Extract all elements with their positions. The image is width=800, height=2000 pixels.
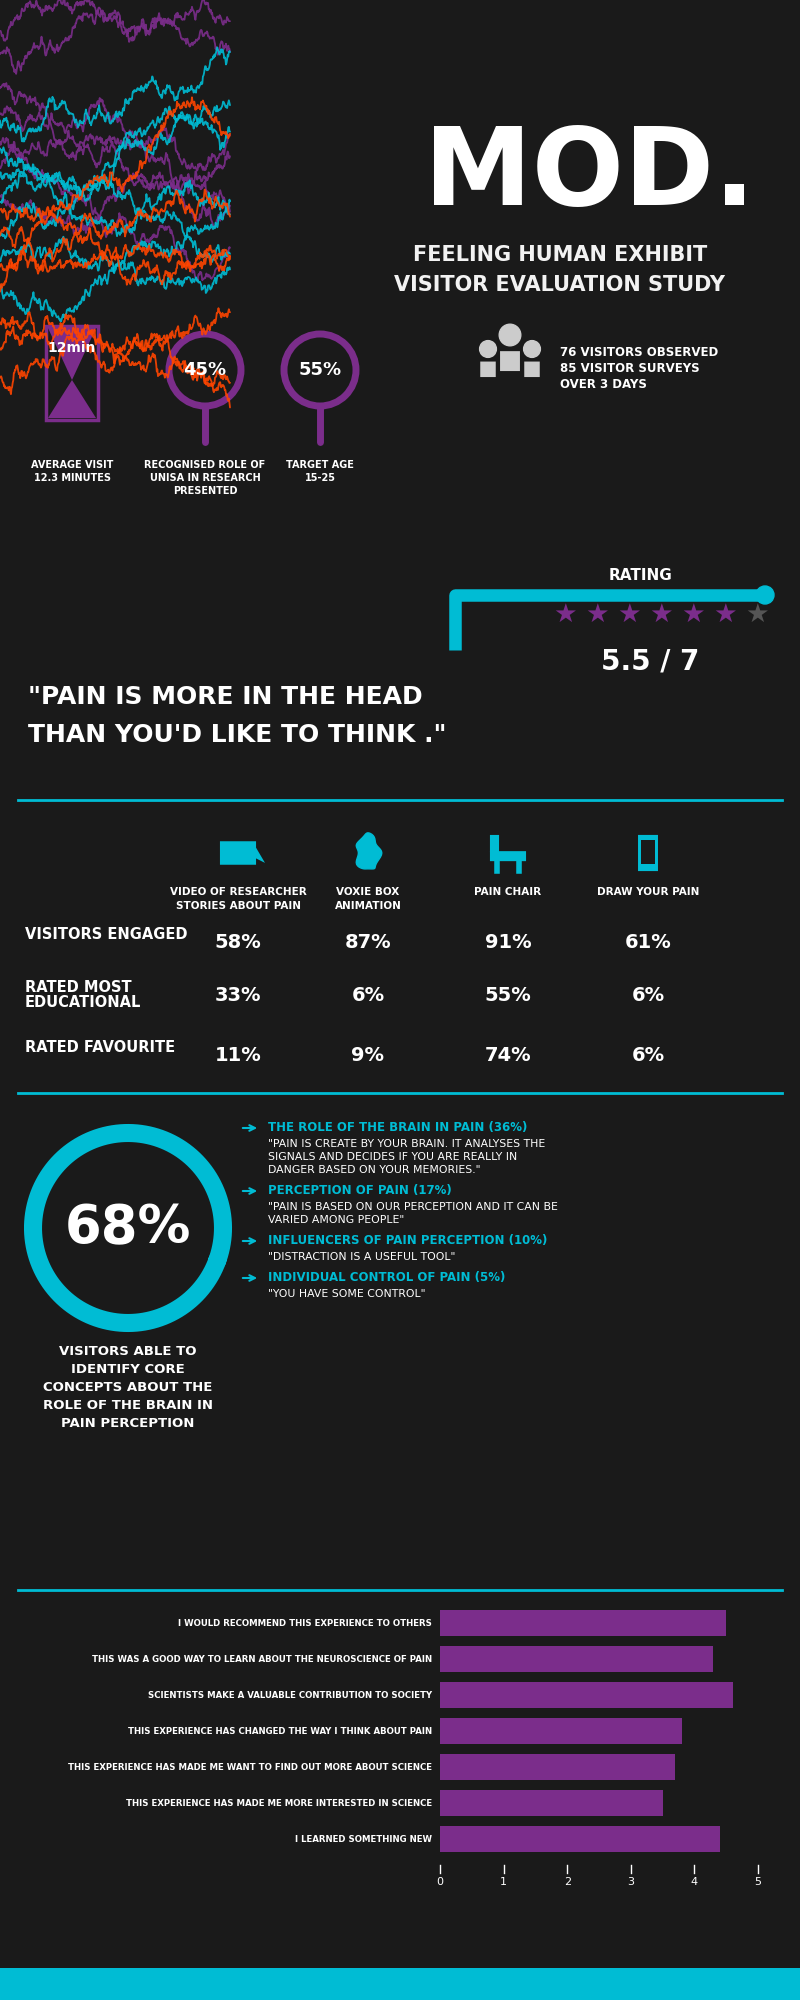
- Text: 45%: 45%: [183, 360, 226, 380]
- Text: PERCEPTION OF PAIN (17%): PERCEPTION OF PAIN (17%): [268, 1184, 452, 1196]
- Text: ★: ★: [713, 602, 737, 628]
- Text: 15-25: 15-25: [305, 472, 335, 482]
- Text: ★: ★: [585, 602, 609, 628]
- Text: "PAIN IS CREATE BY YOUR BRAIN. IT ANALYSES THE: "PAIN IS CREATE BY YOUR BRAIN. IT ANALYS…: [268, 1140, 546, 1148]
- Text: FEELING HUMAN EXHIBIT: FEELING HUMAN EXHIBIT: [413, 244, 707, 264]
- Text: THIS EXPERIENCE HAS MADE ME WANT TO FIND OUT MORE ABOUT SCIENCE: THIS EXPERIENCE HAS MADE ME WANT TO FIND…: [68, 1762, 432, 1772]
- Text: SCIENTISTS MAKE A VALUABLE CONTRIBUTION TO SOCIETY: SCIENTISTS MAKE A VALUABLE CONTRIBUTION …: [148, 1690, 432, 1700]
- Text: VISITORS ENGAGED: VISITORS ENGAGED: [25, 928, 187, 942]
- Text: RATING: RATING: [608, 568, 672, 584]
- FancyBboxPatch shape: [641, 840, 655, 864]
- Text: TARGET AGE: TARGET AGE: [286, 460, 354, 470]
- Text: VISITORS ABLE TO
IDENTIFY CORE
CONCEPTS ABOUT THE
ROLE OF THE BRAIN IN
PAIN PERC: VISITORS ABLE TO IDENTIFY CORE CONCEPTS …: [43, 1344, 213, 1430]
- Text: PRESENTED: PRESENTED: [173, 486, 238, 496]
- Circle shape: [756, 586, 774, 604]
- Text: "DISTRACTION IS A USEFUL TOOL": "DISTRACTION IS A USEFUL TOOL": [268, 1252, 455, 1262]
- Text: THIS EXPERIENCE HAS CHANGED THE WAY I THINK ABOUT PAIN: THIS EXPERIENCE HAS CHANGED THE WAY I TH…: [128, 1726, 432, 1736]
- Circle shape: [480, 340, 496, 358]
- Text: VIDEO OF RESEARCHER: VIDEO OF RESEARCHER: [170, 888, 306, 896]
- Text: 87%: 87%: [345, 932, 391, 952]
- FancyBboxPatch shape: [440, 1718, 682, 1744]
- Polygon shape: [48, 380, 96, 418]
- Text: INFLUENCERS OF PAIN PERCEPTION (10%): INFLUENCERS OF PAIN PERCEPTION (10%): [268, 1234, 547, 1248]
- FancyBboxPatch shape: [500, 352, 520, 372]
- Text: 55%: 55%: [485, 986, 531, 1004]
- FancyBboxPatch shape: [490, 834, 499, 852]
- Text: ★: ★: [617, 602, 641, 628]
- Text: EDUCATIONAL: EDUCATIONAL: [25, 994, 142, 1010]
- Text: ★: ★: [745, 602, 769, 628]
- Text: INDIVIDUAL CONTROL OF PAIN (5%): INDIVIDUAL CONTROL OF PAIN (5%): [268, 1272, 506, 1284]
- Text: THIS EXPERIENCE HAS MADE ME MORE INTERESTED IN SCIENCE: THIS EXPERIENCE HAS MADE ME MORE INTERES…: [126, 1798, 432, 1808]
- Text: VARIED AMONG PEOPLE": VARIED AMONG PEOPLE": [268, 1214, 404, 1224]
- Text: MOD.: MOD.: [425, 122, 755, 228]
- Text: 33%: 33%: [214, 986, 262, 1004]
- FancyBboxPatch shape: [440, 1754, 675, 1780]
- Text: 61%: 61%: [625, 932, 671, 952]
- FancyBboxPatch shape: [0, 1968, 800, 2000]
- FancyBboxPatch shape: [440, 1646, 714, 1672]
- Text: AVERAGE VISIT: AVERAGE VISIT: [31, 460, 113, 470]
- FancyBboxPatch shape: [220, 842, 256, 864]
- Text: PAIN CHAIR: PAIN CHAIR: [474, 888, 542, 896]
- Text: 11%: 11%: [214, 1046, 262, 1064]
- Text: THE ROLE OF THE BRAIN IN PAIN (36%): THE ROLE OF THE BRAIN IN PAIN (36%): [268, 1120, 527, 1134]
- FancyBboxPatch shape: [440, 1826, 720, 1852]
- Text: 3: 3: [627, 1876, 634, 1888]
- Polygon shape: [48, 328, 96, 380]
- Text: 9%: 9%: [351, 1046, 385, 1064]
- Polygon shape: [356, 832, 382, 868]
- Text: ANIMATION: ANIMATION: [334, 900, 402, 912]
- Text: RATED FAVOURITE: RATED FAVOURITE: [25, 1040, 175, 1056]
- Text: 55%: 55%: [298, 360, 342, 380]
- Text: 0: 0: [437, 1876, 443, 1888]
- Text: I WOULD RECOMMEND THIS EXPERIENCE TO OTHERS: I WOULD RECOMMEND THIS EXPERIENCE TO OTH…: [178, 1618, 432, 1628]
- Text: DRAW YOUR PAIN: DRAW YOUR PAIN: [597, 888, 699, 896]
- Text: 5.5 / 7: 5.5 / 7: [601, 648, 699, 676]
- Text: 58%: 58%: [214, 932, 262, 952]
- Text: 5: 5: [754, 1876, 762, 1888]
- Text: OVER 3 DAYS: OVER 3 DAYS: [560, 378, 647, 390]
- Text: STORIES ABOUT PAIN: STORIES ABOUT PAIN: [175, 900, 301, 912]
- Text: 12.3 MINUTES: 12.3 MINUTES: [34, 472, 110, 482]
- Text: VOXIE BOX: VOXIE BOX: [336, 888, 400, 896]
- Text: THIS WAS A GOOD WAY TO LEARN ABOUT THE NEUROSCIENCE OF PAIN: THIS WAS A GOOD WAY TO LEARN ABOUT THE N…: [92, 1654, 432, 1664]
- Text: RECOGNISED ROLE OF: RECOGNISED ROLE OF: [144, 460, 266, 470]
- Text: "PAIN IS MORE IN THE HEAD: "PAIN IS MORE IN THE HEAD: [28, 684, 422, 710]
- Text: 6%: 6%: [631, 1046, 665, 1064]
- Text: I LEARNED SOMETHING NEW: I LEARNED SOMETHING NEW: [295, 1834, 432, 1844]
- Text: 85 VISITOR SURVEYS: 85 VISITOR SURVEYS: [560, 362, 700, 374]
- FancyBboxPatch shape: [524, 362, 540, 378]
- FancyBboxPatch shape: [440, 1610, 726, 1636]
- Text: DANGER BASED ON YOUR MEMORIES.": DANGER BASED ON YOUR MEMORIES.": [268, 1164, 481, 1174]
- Text: "PAIN IS BASED ON OUR PERCEPTION AND IT CAN BE: "PAIN IS BASED ON OUR PERCEPTION AND IT …: [268, 1202, 558, 1212]
- Text: 68%: 68%: [65, 1202, 191, 1254]
- Text: "YOU HAVE SOME CONTROL": "YOU HAVE SOME CONTROL": [268, 1290, 426, 1300]
- Text: 76 VISITORS OBSERVED: 76 VISITORS OBSERVED: [560, 346, 718, 358]
- Text: 6%: 6%: [351, 986, 385, 1004]
- FancyBboxPatch shape: [440, 1790, 662, 1816]
- Text: 2: 2: [564, 1876, 570, 1888]
- Text: ★: ★: [681, 602, 705, 628]
- Polygon shape: [256, 848, 265, 862]
- Circle shape: [499, 324, 521, 346]
- Text: 12min: 12min: [48, 340, 96, 356]
- Text: ★: ★: [553, 602, 577, 628]
- FancyBboxPatch shape: [490, 852, 526, 862]
- FancyBboxPatch shape: [480, 362, 496, 378]
- Circle shape: [524, 340, 541, 358]
- Text: 91%: 91%: [485, 932, 531, 952]
- Text: SIGNALS AND DECIDES IF YOU ARE REALLY IN: SIGNALS AND DECIDES IF YOU ARE REALLY IN: [268, 1152, 518, 1162]
- FancyBboxPatch shape: [440, 1682, 733, 1708]
- Text: 74%: 74%: [485, 1046, 531, 1064]
- FancyBboxPatch shape: [638, 834, 658, 872]
- Text: THAN YOU'D LIKE TO THINK .": THAN YOU'D LIKE TO THINK .": [28, 722, 446, 746]
- Text: 4: 4: [691, 1876, 698, 1888]
- Text: 6%: 6%: [631, 986, 665, 1004]
- Text: VISITOR EVALUATION STUDY: VISITOR EVALUATION STUDY: [394, 274, 726, 294]
- Text: RATED MOST: RATED MOST: [25, 980, 132, 994]
- Text: 1: 1: [500, 1876, 507, 1888]
- Text: ★: ★: [649, 602, 673, 628]
- Text: UNISA IN RESEARCH: UNISA IN RESEARCH: [150, 472, 260, 482]
